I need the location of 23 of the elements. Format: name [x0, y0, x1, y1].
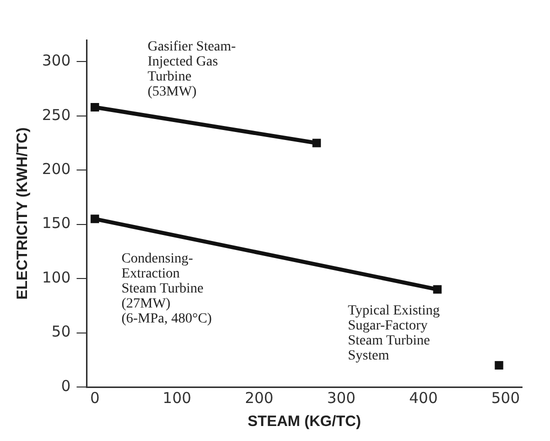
point — [90, 102, 100, 112]
x-tick-label: 300 — [326, 388, 356, 407]
y-tick-label: 100 — [42, 268, 71, 286]
point — [494, 361, 504, 370]
y-tick-label: 200 — [42, 160, 71, 178]
y-tick-label: 0 — [61, 376, 71, 395]
x-tick-label: 500 — [491, 388, 520, 407]
y-tick-label: 300 — [42, 52, 71, 70]
x-tick-label: 400 — [409, 388, 438, 407]
y-tick-label: 150 — [42, 214, 71, 232]
x-tick-label: 0 — [90, 388, 100, 407]
annotation: Typical Existing Sugar-Factory Steam Turbine System — [348, 303, 440, 364]
y-tick-label: 250 — [42, 106, 71, 124]
annotation: Gasifier Steam- Injected Gas Turbine (53MW) — [148, 40, 236, 100]
point — [312, 138, 321, 148]
y-axis-title: ELECTRICITY (KWH/TC) — [14, 127, 32, 300]
annotation: Condensing- Extraction Steam Turbine (27MW) (6-MPa, 480°C) — [121, 251, 212, 326]
x-tick-label: 200 — [244, 388, 274, 407]
x-axis-title: STEAM (KG/TC) — [248, 413, 361, 430]
point — [433, 285, 442, 294]
y-tick-label: 50 — [52, 322, 71, 341]
x-tick-label: 100 — [162, 388, 192, 407]
point — [90, 214, 100, 224]
